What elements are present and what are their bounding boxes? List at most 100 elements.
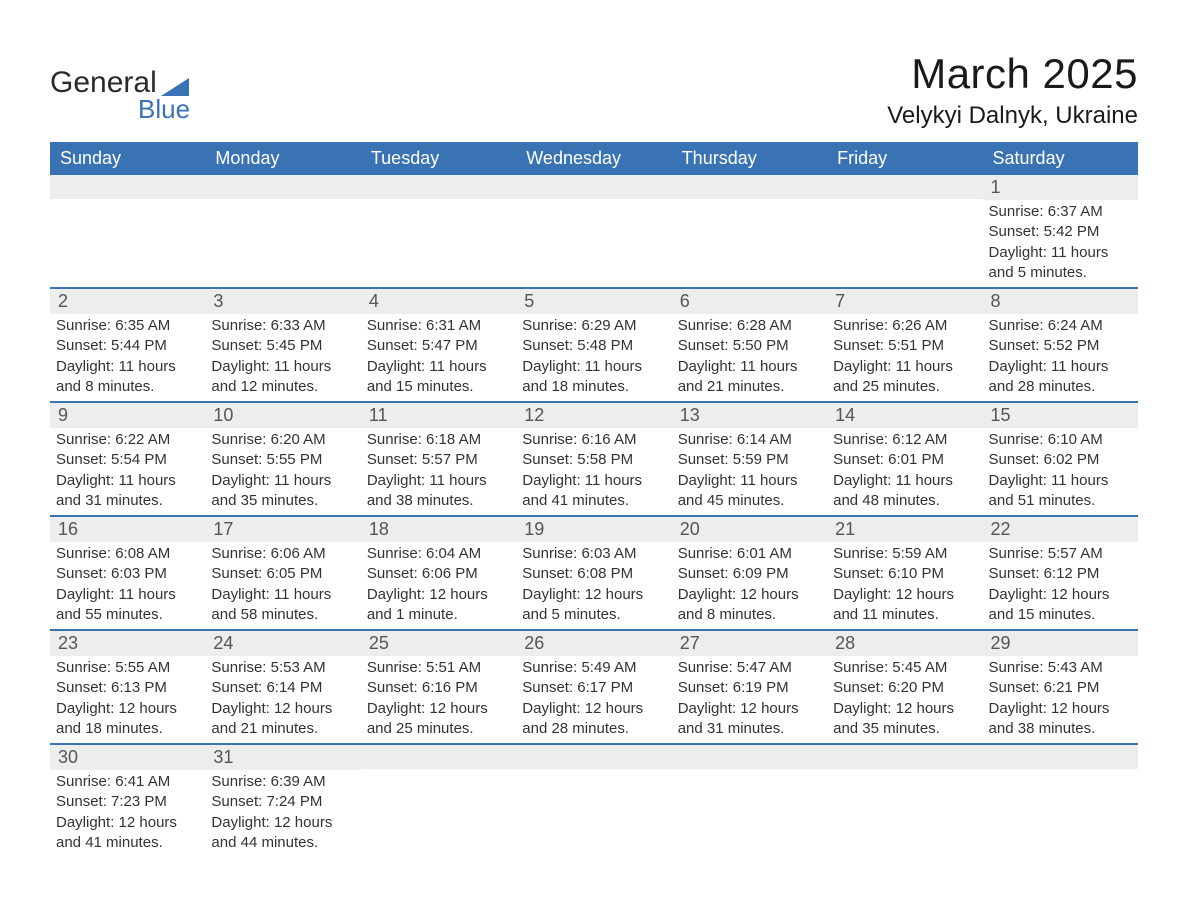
sunrise-text: Sunrise: 6:04 AM xyxy=(367,544,510,564)
daylight-text: Daylight: 11 hours and 35 minutes. xyxy=(211,471,354,512)
day-details xyxy=(516,769,671,857)
day-details: Sunrise: 5:57 AMSunset: 6:12 PMDaylight:… xyxy=(983,542,1138,629)
title-block: March 2025 Velykyi Dalnyk, Ukraine xyxy=(887,50,1138,130)
day-cell: 12Sunrise: 6:16 AMSunset: 5:58 PMDayligh… xyxy=(516,403,671,515)
sunrise-text: Sunrise: 6:20 AM xyxy=(211,430,354,450)
day-cell: 30Sunrise: 6:41 AMSunset: 7:23 PMDayligh… xyxy=(50,745,205,858)
day-details: Sunrise: 5:47 AMSunset: 6:19 PMDaylight:… xyxy=(672,656,827,743)
sunrise-text: Sunrise: 6:14 AM xyxy=(678,430,821,450)
day-cell: 23Sunrise: 5:55 AMSunset: 6:13 PMDayligh… xyxy=(50,631,205,743)
sunrise-text: Sunrise: 6:29 AM xyxy=(522,316,665,336)
day-number: 29 xyxy=(983,631,1138,656)
day-number: 31 xyxy=(205,745,360,770)
day-cell: 16Sunrise: 6:08 AMSunset: 6:03 PMDayligh… xyxy=(50,517,205,629)
day-cell: 11Sunrise: 6:18 AMSunset: 5:57 PMDayligh… xyxy=(361,403,516,515)
calendar: Sunday Monday Tuesday Wednesday Thursday… xyxy=(50,142,1138,858)
day-details: Sunrise: 6:22 AMSunset: 5:54 PMDaylight:… xyxy=(50,428,205,515)
weeks-container: 1Sunrise: 6:37 AMSunset: 5:42 PMDaylight… xyxy=(50,175,1138,858)
sunset-text: Sunset: 6:09 PM xyxy=(678,564,821,584)
daylight-text: Daylight: 11 hours and 15 minutes. xyxy=(367,357,510,398)
day-details: Sunrise: 5:53 AMSunset: 6:14 PMDaylight:… xyxy=(205,656,360,743)
day-details: Sunrise: 6:33 AMSunset: 5:45 PMDaylight:… xyxy=(205,314,360,401)
day-details: Sunrise: 6:28 AMSunset: 5:50 PMDaylight:… xyxy=(672,314,827,401)
day-number: 9 xyxy=(50,403,205,428)
sunrise-text: Sunrise: 5:51 AM xyxy=(367,658,510,678)
sunset-text: Sunset: 6:19 PM xyxy=(678,678,821,698)
sunrise-text: Sunrise: 5:47 AM xyxy=(678,658,821,678)
day-details xyxy=(672,199,827,279)
daylight-text: Daylight: 11 hours and 41 minutes. xyxy=(522,471,665,512)
weekday-sunday: Sunday xyxy=(50,142,205,175)
sunrise-text: Sunrise: 5:53 AM xyxy=(211,658,354,678)
day-cell: 28Sunrise: 5:45 AMSunset: 6:20 PMDayligh… xyxy=(827,631,982,743)
sunrise-text: Sunrise: 6:28 AM xyxy=(678,316,821,336)
day-details xyxy=(361,769,516,857)
month-title: March 2025 xyxy=(887,50,1138,98)
daylight-text: Daylight: 11 hours and 5 minutes. xyxy=(989,243,1132,284)
day-cell xyxy=(361,175,516,287)
day-cell: 13Sunrise: 6:14 AMSunset: 5:59 PMDayligh… xyxy=(672,403,827,515)
daylight-text: Daylight: 12 hours and 8 minutes. xyxy=(678,585,821,626)
day-details: Sunrise: 6:37 AMSunset: 5:42 PMDaylight:… xyxy=(983,200,1138,287)
weekday-wednesday: Wednesday xyxy=(516,142,671,175)
daylight-text: Daylight: 12 hours and 1 minute. xyxy=(367,585,510,626)
day-number xyxy=(827,175,982,199)
location-title: Velykyi Dalnyk, Ukraine xyxy=(887,102,1138,130)
day-number: 7 xyxy=(827,289,982,314)
sunrise-text: Sunrise: 6:35 AM xyxy=(56,316,199,336)
brand-word-blue: Blue xyxy=(50,96,190,122)
daylight-text: Daylight: 11 hours and 25 minutes. xyxy=(833,357,976,398)
day-details xyxy=(50,199,205,279)
day-cell: 2Sunrise: 6:35 AMSunset: 5:44 PMDaylight… xyxy=(50,289,205,401)
day-details: Sunrise: 6:24 AMSunset: 5:52 PMDaylight:… xyxy=(983,314,1138,401)
day-details: Sunrise: 6:16 AMSunset: 5:58 PMDaylight:… xyxy=(516,428,671,515)
sunset-text: Sunset: 6:12 PM xyxy=(989,564,1132,584)
daylight-text: Daylight: 12 hours and 31 minutes. xyxy=(678,699,821,740)
week-row: 1Sunrise: 6:37 AMSunset: 5:42 PMDaylight… xyxy=(50,175,1138,287)
day-cell xyxy=(205,175,360,287)
sunset-text: Sunset: 6:05 PM xyxy=(211,564,354,584)
day-details: Sunrise: 5:45 AMSunset: 6:20 PMDaylight:… xyxy=(827,656,982,743)
sunset-text: Sunset: 5:58 PM xyxy=(522,450,665,470)
day-details: Sunrise: 6:35 AMSunset: 5:44 PMDaylight:… xyxy=(50,314,205,401)
day-number xyxy=(827,745,982,769)
daylight-text: Daylight: 12 hours and 38 minutes. xyxy=(989,699,1132,740)
day-details: Sunrise: 6:10 AMSunset: 6:02 PMDaylight:… xyxy=(983,428,1138,515)
daylight-text: Daylight: 11 hours and 18 minutes. xyxy=(522,357,665,398)
day-cell: 7Sunrise: 6:26 AMSunset: 5:51 PMDaylight… xyxy=(827,289,982,401)
day-details: Sunrise: 5:51 AMSunset: 6:16 PMDaylight:… xyxy=(361,656,516,743)
daylight-text: Daylight: 12 hours and 35 minutes. xyxy=(833,699,976,740)
sunset-text: Sunset: 7:23 PM xyxy=(56,792,199,812)
weekday-header-row: Sunday Monday Tuesday Wednesday Thursday… xyxy=(50,142,1138,175)
sunrise-text: Sunrise: 6:22 AM xyxy=(56,430,199,450)
daylight-text: Daylight: 11 hours and 21 minutes. xyxy=(678,357,821,398)
sunset-text: Sunset: 5:52 PM xyxy=(989,336,1132,356)
sunset-text: Sunset: 6:02 PM xyxy=(989,450,1132,470)
day-number: 15 xyxy=(983,403,1138,428)
sunrise-text: Sunrise: 6:24 AM xyxy=(989,316,1132,336)
day-cell: 24Sunrise: 5:53 AMSunset: 6:14 PMDayligh… xyxy=(205,631,360,743)
day-cell: 19Sunrise: 6:03 AMSunset: 6:08 PMDayligh… xyxy=(516,517,671,629)
sunset-text: Sunset: 6:08 PM xyxy=(522,564,665,584)
daylight-text: Daylight: 11 hours and 38 minutes. xyxy=(367,471,510,512)
day-details: Sunrise: 6:04 AMSunset: 6:06 PMDaylight:… xyxy=(361,542,516,629)
daylight-text: Daylight: 12 hours and 11 minutes. xyxy=(833,585,976,626)
day-details: Sunrise: 5:55 AMSunset: 6:13 PMDaylight:… xyxy=(50,656,205,743)
day-number: 21 xyxy=(827,517,982,542)
day-number: 16 xyxy=(50,517,205,542)
day-details: Sunrise: 6:06 AMSunset: 6:05 PMDaylight:… xyxy=(205,542,360,629)
sunrise-text: Sunrise: 6:18 AM xyxy=(367,430,510,450)
day-details: Sunrise: 6:29 AMSunset: 5:48 PMDaylight:… xyxy=(516,314,671,401)
day-cell: 9Sunrise: 6:22 AMSunset: 5:54 PMDaylight… xyxy=(50,403,205,515)
daylight-text: Daylight: 11 hours and 48 minutes. xyxy=(833,471,976,512)
day-cell xyxy=(516,175,671,287)
day-cell: 26Sunrise: 5:49 AMSunset: 6:17 PMDayligh… xyxy=(516,631,671,743)
week-row: 9Sunrise: 6:22 AMSunset: 5:54 PMDaylight… xyxy=(50,401,1138,515)
day-number: 27 xyxy=(672,631,827,656)
sunset-text: Sunset: 7:24 PM xyxy=(211,792,354,812)
daylight-text: Daylight: 11 hours and 12 minutes. xyxy=(211,357,354,398)
sunrise-text: Sunrise: 5:59 AM xyxy=(833,544,976,564)
day-number: 2 xyxy=(50,289,205,314)
day-cell: 22Sunrise: 5:57 AMSunset: 6:12 PMDayligh… xyxy=(983,517,1138,629)
sunset-text: Sunset: 5:57 PM xyxy=(367,450,510,470)
